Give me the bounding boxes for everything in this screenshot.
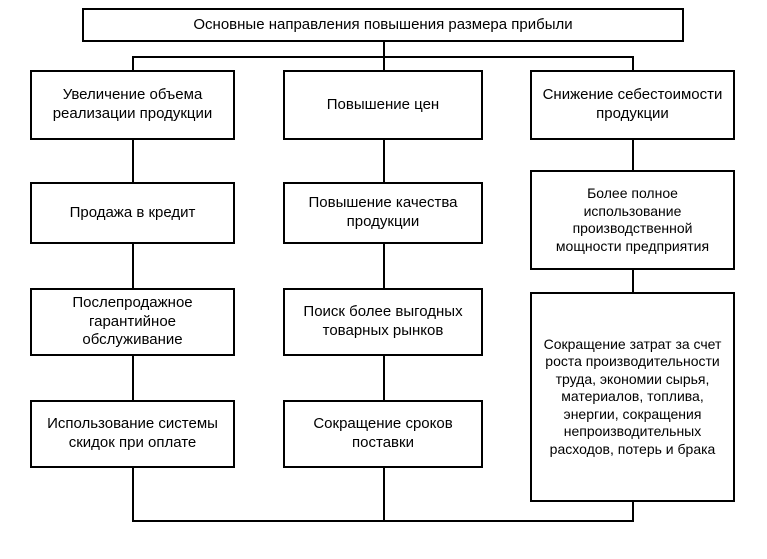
node-c2: Повышение цен	[283, 70, 483, 140]
connector	[132, 244, 134, 288]
connector	[132, 520, 634, 522]
node-b1: Повышение качества продукции	[283, 182, 483, 244]
connector	[383, 42, 385, 56]
node-c1-label: Увеличение объема реализации продукции	[40, 86, 225, 124]
node-a1-label: Продажа в кредит	[70, 204, 196, 223]
node-d1-label: Более полное использование производствен…	[540, 185, 725, 255]
connector	[383, 140, 385, 182]
connector	[632, 140, 634, 170]
node-b1-label: Повышение качества продукции	[293, 194, 473, 232]
connector	[632, 270, 634, 292]
node-b3: Сокращение сроков поставки	[283, 400, 483, 468]
connector	[132, 356, 134, 400]
node-b2: Поиск более выгодных товарных рынков	[283, 288, 483, 356]
node-d1: Более полное использование производствен…	[530, 170, 735, 270]
connector	[132, 468, 134, 520]
node-a2-label: Послепродажное гарантийное обслуживание	[40, 294, 225, 350]
node-root: Основные направления повышения размера п…	[82, 8, 684, 42]
node-c3-label: Снижение себестоимости продукции	[540, 86, 725, 124]
node-a2: Послепродажное гарантийное обслуживание	[30, 288, 235, 356]
node-c3: Снижение себестоимости продукции	[530, 70, 735, 140]
connector	[132, 56, 134, 70]
connector	[132, 140, 134, 182]
node-c2-label: Повышение цен	[327, 96, 439, 115]
node-d2: Сокращение затрат за счет роста производ…	[530, 292, 735, 502]
connector	[383, 468, 385, 520]
connector	[383, 356, 385, 400]
node-b2-label: Поиск более выгодных товарных рынков	[293, 303, 473, 341]
connector	[632, 56, 634, 70]
node-a3-label: Использование системы скидок при оплате	[40, 415, 225, 453]
connector	[383, 244, 385, 288]
connector	[632, 502, 634, 520]
node-a1: Продажа в кредит	[30, 182, 235, 244]
node-a3: Использование системы скидок при оплате	[30, 400, 235, 468]
node-b3-label: Сокращение сроков поставки	[293, 415, 473, 453]
node-c1: Увеличение объема реализации продукции	[30, 70, 235, 140]
node-root-label: Основные направления повышения размера п…	[193, 16, 572, 35]
node-d2-label: Сокращение затрат за счет роста производ…	[540, 336, 725, 459]
connector	[383, 56, 385, 70]
